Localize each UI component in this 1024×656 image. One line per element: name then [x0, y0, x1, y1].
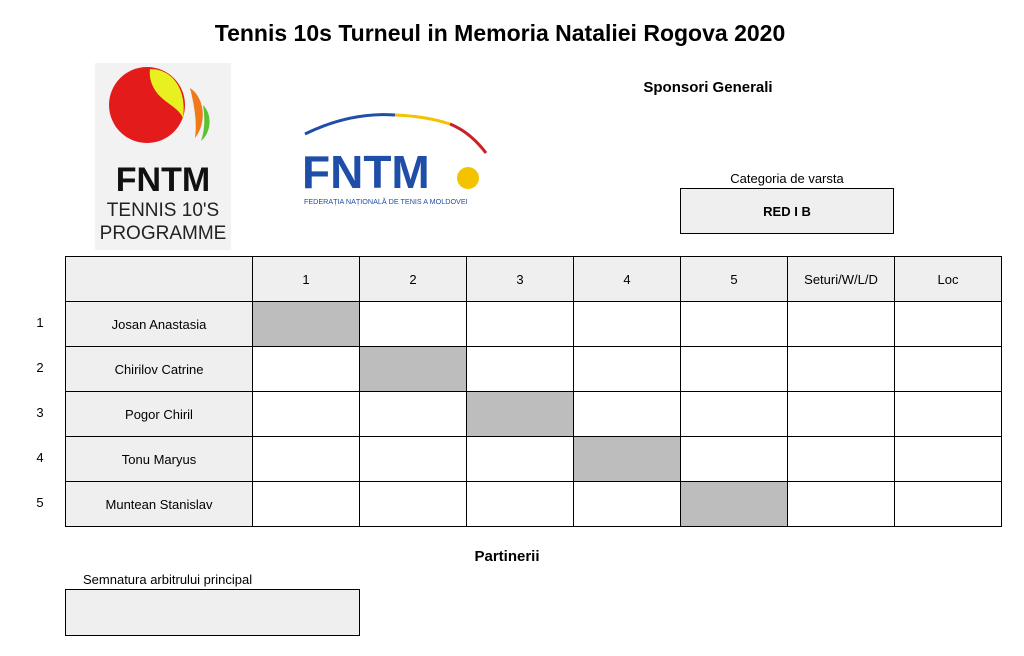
score-cell — [252, 481, 360, 527]
table-row: Pogor Chiril — [65, 391, 1002, 437]
category-value: RED I B — [680, 188, 894, 234]
category-label: Categoria de varsta — [730, 171, 844, 186]
score-cell — [359, 301, 467, 347]
player-name: Josan Anastasia — [65, 301, 253, 347]
svg-text:TENNIS 10'S: TENNIS 10'S — [107, 200, 219, 221]
score-cell — [573, 391, 681, 437]
blocked-cell — [466, 391, 574, 437]
score-cell — [252, 391, 360, 437]
score-cell — [680, 436, 788, 482]
header-cell: 5 — [680, 256, 788, 302]
player-name: Chirilov Catrine — [65, 346, 253, 392]
header-cell: Loc — [894, 256, 1002, 302]
header-cell: 3 — [466, 256, 574, 302]
table-row: Josan Anastasia — [65, 301, 1002, 347]
score-cell — [466, 481, 574, 527]
svg-text:FNTM: FNTM — [302, 146, 430, 198]
score-cell — [894, 346, 1002, 392]
table-row: Chirilov Catrine — [65, 346, 1002, 392]
header-cell: Seturi/W/L/D — [787, 256, 895, 302]
score-cell — [894, 481, 1002, 527]
fntm-federation-logo: FNTM FEDERAȚIA NAȚIONALĂ DE TENIS A MOLD… — [300, 110, 490, 210]
score-cell — [894, 436, 1002, 482]
blocked-cell — [573, 436, 681, 482]
header-cell — [65, 256, 253, 302]
player-name: Muntean Stanislav — [65, 481, 253, 527]
sponsors-heading: Sponsori Generali — [643, 79, 773, 96]
blocked-cell — [252, 301, 360, 347]
score-cell — [573, 301, 681, 347]
page-title: Tennis 10s Turneul in Memoria Nataliei R… — [214, 20, 786, 46]
blocked-cell — [359, 346, 467, 392]
fntm-tennis-10s-logo: FNTM TENNIS 10'S PROGRAMME — [95, 63, 231, 250]
header-cell: 4 — [573, 256, 681, 302]
svg-text:FEDERAȚIA NAȚIONALĂ DE TENIS A: FEDERAȚIA NAȚIONALĂ DE TENIS A MOLDOVEI — [304, 197, 468, 206]
score-cell — [787, 481, 895, 527]
score-cell — [359, 436, 467, 482]
score-cell — [359, 391, 467, 437]
score-cell — [466, 301, 574, 347]
table-header-row: 1 2 3 4 5 Seturi/W/L/D Loc — [65, 256, 1002, 302]
player-name: Tonu Maryus — [65, 436, 253, 482]
score-cell — [680, 391, 788, 437]
row-number: 3 — [36, 405, 44, 420]
signature-label: Semnatura arbitrului principal — [83, 572, 253, 587]
score-cell — [894, 301, 1002, 347]
score-cell — [466, 436, 574, 482]
score-cell — [787, 436, 895, 482]
svg-text:FNTM: FNTM — [116, 161, 210, 199]
score-cell — [787, 391, 895, 437]
score-cell — [359, 481, 467, 527]
partners-heading: Partinerii — [474, 548, 540, 565]
score-cell — [787, 301, 895, 347]
score-cell — [252, 346, 360, 392]
table-row: Tonu Maryus — [65, 436, 1002, 482]
score-cell — [894, 391, 1002, 437]
round-robin-table: 1 2 3 4 5 Seturi/W/L/D Loc Josan Anastas… — [65, 256, 1002, 527]
score-cell — [680, 301, 788, 347]
player-name: Pogor Chiril — [65, 391, 253, 437]
score-cell — [252, 436, 360, 482]
svg-text:PROGRAMME: PROGRAMME — [100, 223, 227, 244]
row-number: 1 — [36, 315, 44, 330]
header-cell: 2 — [359, 256, 467, 302]
score-cell — [466, 346, 574, 392]
row-number: 5 — [36, 495, 44, 510]
score-cell — [573, 346, 681, 392]
score-cell — [573, 481, 681, 527]
blocked-cell — [680, 481, 788, 527]
signature-box — [65, 589, 360, 636]
score-cell — [787, 346, 895, 392]
score-cell — [680, 346, 788, 392]
table-row: Muntean Stanislav — [65, 481, 1002, 527]
row-number: 4 — [36, 450, 44, 465]
header-cell: 1 — [252, 256, 360, 302]
row-number: 2 — [36, 360, 44, 375]
